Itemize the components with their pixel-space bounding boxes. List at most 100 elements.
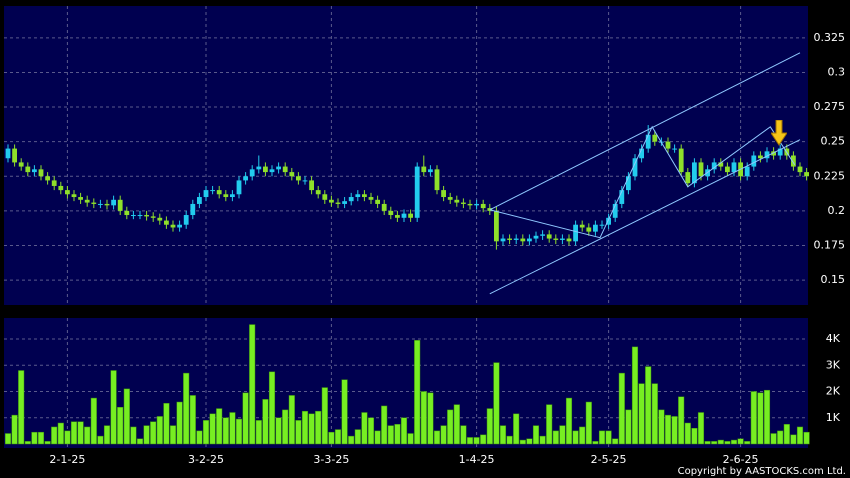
candle-body — [461, 202, 466, 204]
volume-bar — [216, 408, 223, 445]
volume-bar — [407, 433, 414, 445]
candle-body — [315, 190, 321, 195]
candle-body — [758, 155, 763, 159]
volume-bar — [480, 434, 487, 445]
volume-bar — [453, 404, 460, 445]
volume-bar — [255, 420, 262, 445]
candle-body — [137, 215, 143, 217]
volume-bar — [592, 441, 599, 445]
volume-bar — [4, 433, 12, 445]
volume-bar — [697, 412, 705, 445]
candle-body — [38, 169, 44, 177]
volume-bar — [348, 435, 355, 445]
candle-body — [197, 197, 202, 204]
x-tick-label: 2-6-25 — [723, 453, 759, 466]
volume-bar — [84, 426, 91, 445]
candle-body — [124, 210, 130, 216]
volume-bar — [493, 362, 500, 445]
volume-bar — [790, 434, 797, 445]
candle-body — [533, 235, 539, 239]
trend-line — [489, 52, 801, 211]
volume-bar — [684, 422, 691, 445]
volume-tick-label: 4K — [826, 332, 841, 345]
volume-bar — [64, 430, 71, 445]
candle-body — [71, 194, 77, 198]
volume-bar — [744, 441, 751, 445]
volume-bar — [381, 405, 388, 445]
candle-body — [566, 238, 572, 242]
candle-body — [375, 199, 380, 204]
volume-bar — [249, 324, 256, 445]
volume-bar — [150, 421, 157, 445]
candle-body — [177, 224, 182, 228]
volume-bar — [176, 401, 183, 445]
volume-bar — [209, 413, 216, 445]
candle-body — [342, 201, 347, 204]
candle-body — [104, 203, 110, 206]
volume-bar — [196, 430, 203, 445]
volume-bar — [519, 439, 526, 445]
volume-bar — [532, 425, 540, 445]
volume-bar — [420, 391, 427, 445]
candle-body — [249, 169, 255, 177]
candle-body — [5, 148, 11, 159]
volume-bar — [414, 340, 421, 445]
volume-bar — [202, 420, 210, 445]
volume-tick-label: 3K — [826, 358, 841, 371]
volume-bar — [44, 441, 51, 445]
volume-bar — [11, 414, 18, 445]
candle-body — [744, 166, 750, 177]
candle-body — [282, 166, 288, 173]
candle-body — [560, 238, 565, 240]
volume-bar — [559, 425, 566, 445]
candle-body — [18, 162, 24, 167]
candle-body — [494, 210, 499, 242]
volume-bar — [242, 392, 249, 445]
volume-bar — [235, 418, 243, 445]
candle-body — [626, 176, 631, 191]
volume-bar — [750, 391, 757, 445]
volume-bar — [169, 425, 177, 445]
candle-body — [401, 213, 407, 218]
volume-bar — [565, 397, 573, 445]
volume-bar — [275, 417, 282, 445]
candle-body — [368, 197, 374, 200]
candle-body — [764, 151, 770, 159]
candle-body — [210, 190, 215, 192]
candle-body — [302, 180, 308, 182]
volume-bar — [321, 387, 328, 445]
volume-bar — [440, 425, 447, 445]
volume-bar — [598, 430, 606, 445]
candle-body — [441, 190, 446, 198]
candle-body — [685, 172, 691, 184]
candle-body — [322, 194, 328, 200]
volume-bar — [664, 414, 672, 445]
candle-body — [32, 169, 37, 173]
candle-body — [500, 238, 506, 242]
volume-tick-label: 2K — [826, 385, 841, 398]
volume-bar — [638, 383, 645, 445]
candle-body — [256, 166, 262, 170]
x-tick-label: 2-5-25 — [591, 453, 627, 466]
candle-body — [593, 224, 598, 232]
volume-bar — [334, 429, 342, 445]
candle-body — [144, 215, 149, 217]
candle-body — [725, 166, 730, 173]
volume-bar — [110, 370, 117, 445]
candle-body — [164, 220, 169, 225]
candle-body — [718, 162, 724, 167]
volume-bar — [103, 425, 111, 445]
y-tick-label: 0.275 — [814, 100, 846, 113]
candle-body — [329, 199, 334, 203]
candle-body — [513, 238, 519, 240]
volume-bar — [770, 433, 777, 445]
volume-bar — [183, 372, 190, 445]
volume-bar — [618, 372, 625, 445]
volume-bar — [724, 441, 731, 445]
candle-body — [117, 199, 123, 211]
volume-bar — [229, 412, 236, 445]
candle-body — [612, 203, 618, 218]
volume-bar — [143, 425, 150, 445]
candle-body — [190, 203, 196, 216]
